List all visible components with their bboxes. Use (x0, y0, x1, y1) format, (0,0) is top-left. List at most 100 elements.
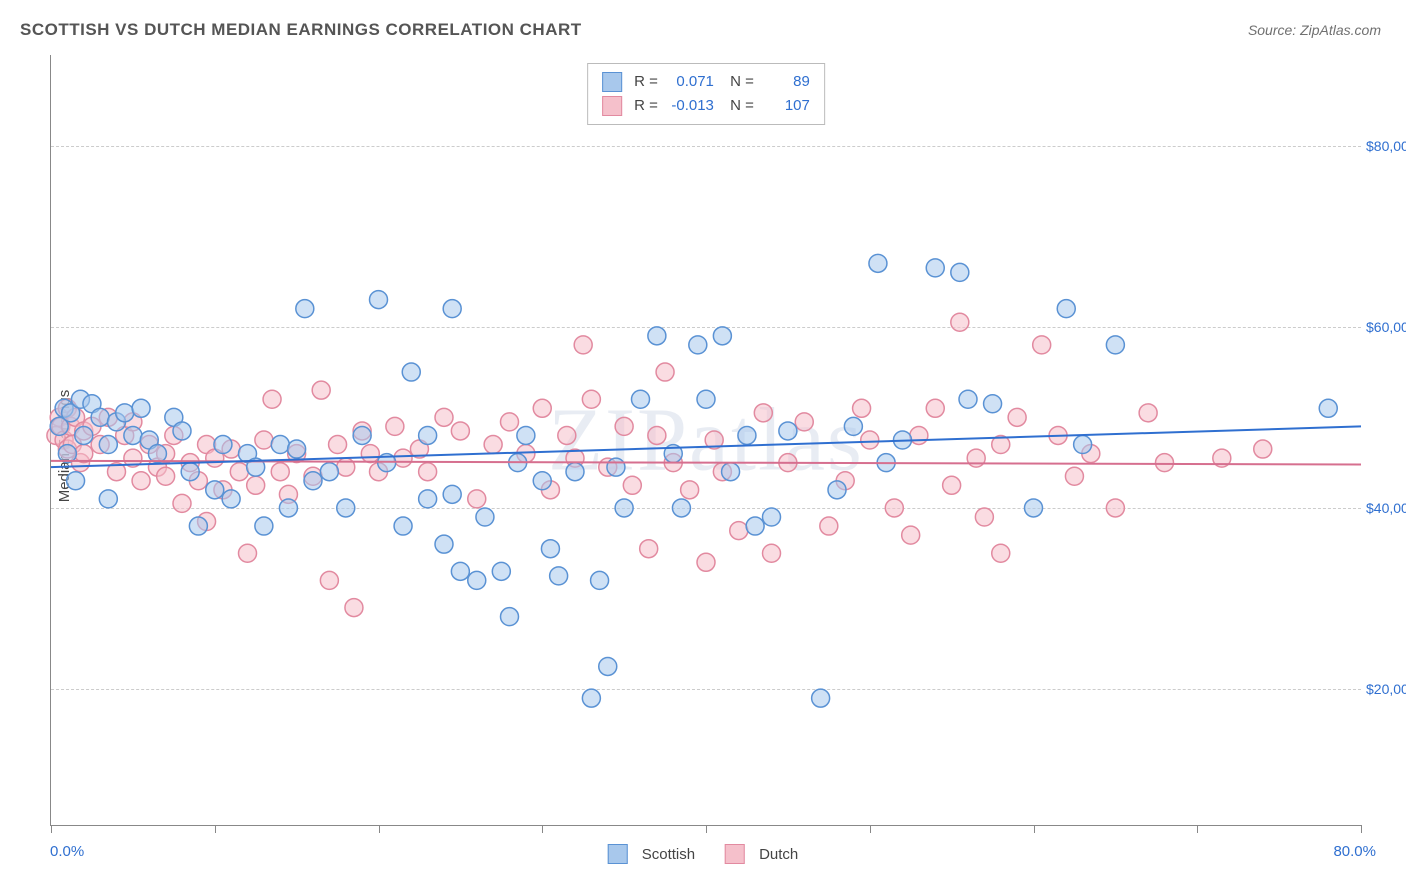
data-point-dutch (967, 449, 985, 467)
data-point-dutch (820, 517, 838, 535)
data-point-scottish (566, 463, 584, 481)
x-tick (542, 825, 543, 833)
data-point-dutch (1156, 454, 1174, 472)
x-tick (1034, 825, 1035, 833)
stats-row-dutch: R = -0.013 N = 107 (602, 94, 810, 118)
data-point-scottish (1025, 499, 1043, 517)
chart-title: SCOTTISH VS DUTCH MEDIAN EARNINGS CORREL… (20, 20, 582, 40)
data-point-scottish (132, 399, 150, 417)
data-point-dutch (361, 445, 379, 463)
data-point-scottish (304, 472, 322, 490)
data-point-scottish (959, 390, 977, 408)
data-point-dutch (533, 399, 551, 417)
x-axis-min-label: 0.0% (50, 843, 84, 860)
data-point-scottish (181, 463, 199, 481)
x-tick (51, 825, 52, 833)
data-point-dutch (648, 426, 666, 444)
data-point-dutch (271, 463, 289, 481)
data-point-scottish (582, 689, 600, 707)
data-point-scottish (541, 540, 559, 558)
data-point-dutch (320, 571, 338, 589)
data-point-scottish (255, 517, 273, 535)
data-point-scottish (337, 499, 355, 517)
data-point-scottish (394, 517, 412, 535)
data-point-dutch (926, 399, 944, 417)
data-point-scottish (124, 426, 142, 444)
data-point-dutch (763, 544, 781, 562)
data-point-scottish (984, 395, 1002, 413)
legend-item-dutch: Dutch (725, 844, 798, 864)
data-point-dutch (885, 499, 903, 517)
data-point-scottish (75, 426, 93, 444)
data-point-dutch (975, 508, 993, 526)
data-point-scottish (67, 472, 85, 490)
data-point-scottish (271, 436, 289, 454)
data-point-scottish (288, 440, 306, 458)
data-point-scottish (419, 426, 437, 444)
data-point-dutch (451, 422, 469, 440)
x-tick (870, 825, 871, 833)
data-point-scottish (951, 263, 969, 281)
data-point-scottish (370, 291, 388, 309)
data-point-scottish (402, 363, 420, 381)
data-point-scottish (738, 426, 756, 444)
data-point-scottish (550, 567, 568, 585)
y-tick-label: $60,000 (1366, 319, 1406, 335)
swatch-dutch (602, 96, 622, 116)
data-point-dutch (656, 363, 674, 381)
stat-n-label: N = (730, 94, 754, 118)
data-point-dutch (230, 463, 248, 481)
y-tick-label: $20,000 (1366, 681, 1406, 697)
data-point-dutch (951, 313, 969, 331)
data-point-scottish (697, 390, 715, 408)
data-point-scottish (476, 508, 494, 526)
data-point-scottish (746, 517, 764, 535)
data-point-dutch (329, 436, 347, 454)
legend-swatch-dutch (725, 844, 745, 864)
x-tick (379, 825, 380, 833)
data-point-scottish (722, 463, 740, 481)
data-point-dutch (419, 463, 437, 481)
correlation-stats-box: R = 0.071 N = 89 R = -0.013 N = 107 (587, 63, 825, 125)
data-point-dutch (615, 417, 633, 435)
data-point-dutch (861, 431, 879, 449)
data-point-scottish (320, 463, 338, 481)
data-point-dutch (468, 490, 486, 508)
data-point-dutch (132, 472, 150, 490)
data-point-scottish (591, 571, 609, 589)
data-point-dutch (558, 426, 576, 444)
stat-r-scottish: 0.071 (664, 70, 714, 94)
data-point-dutch (157, 467, 175, 485)
data-point-dutch (173, 494, 191, 512)
data-point-scottish (296, 300, 314, 318)
data-point-dutch (943, 476, 961, 494)
data-point-scottish (517, 426, 535, 444)
legend-label-dutch: Dutch (759, 846, 798, 863)
data-point-scottish (99, 490, 117, 508)
data-point-scottish (869, 254, 887, 272)
data-point-dutch (263, 390, 281, 408)
data-point-dutch (1033, 336, 1051, 354)
data-point-scottish (689, 336, 707, 354)
legend: Scottish Dutch (608, 844, 799, 864)
legend-item-scottish: Scottish (608, 844, 695, 864)
data-point-scottish (173, 422, 191, 440)
data-point-scottish (599, 657, 617, 675)
data-point-scottish (828, 481, 846, 499)
data-point-scottish (99, 436, 117, 454)
source-attribution: Source: ZipAtlas.com (1248, 22, 1381, 38)
data-point-scottish (443, 300, 461, 318)
data-point-dutch (992, 544, 1010, 562)
data-point-scottish (91, 408, 109, 426)
data-point-scottish (763, 508, 781, 526)
data-point-dutch (1065, 467, 1083, 485)
data-point-scottish (501, 608, 519, 626)
y-tick-label: $80,000 (1366, 138, 1406, 154)
plot-area: ZIPatlas $20,000$40,000$60,000$80,000 R … (50, 55, 1361, 826)
data-point-dutch (239, 544, 257, 562)
data-point-scottish (1106, 336, 1124, 354)
data-point-dutch (1139, 404, 1157, 422)
data-point-scottish (615, 499, 633, 517)
data-point-dutch (640, 540, 658, 558)
data-point-dutch (1254, 440, 1272, 458)
